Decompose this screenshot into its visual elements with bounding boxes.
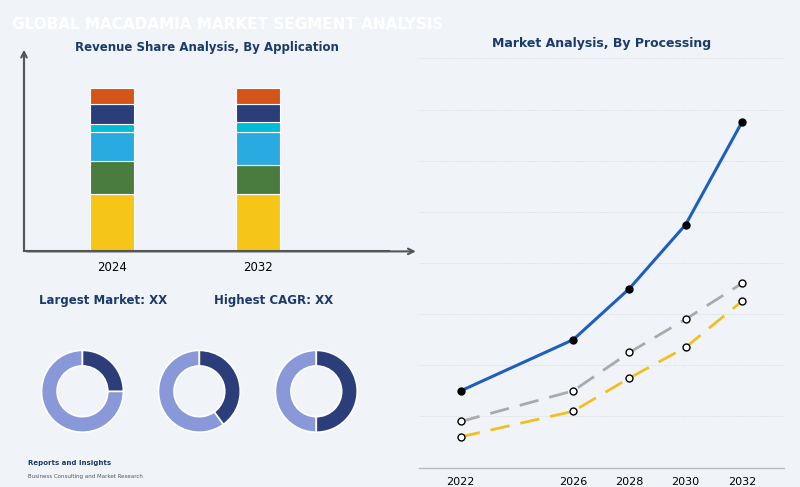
Bar bbox=[236, 165, 280, 194]
Bar bbox=[90, 88, 134, 104]
Text: Reports and Insights: Reports and Insights bbox=[28, 460, 110, 466]
Text: Highest CAGR: XX: Highest CAGR: XX bbox=[214, 294, 333, 307]
Bar bbox=[236, 104, 280, 122]
Bar bbox=[90, 162, 134, 194]
Bar bbox=[236, 132, 280, 165]
Title: Market Analysis, By Processing: Market Analysis, By Processing bbox=[492, 37, 711, 50]
Text: Business Consulting and Market Research: Business Consulting and Market Research bbox=[28, 474, 142, 479]
Text: Largest Market: XX: Largest Market: XX bbox=[38, 294, 166, 307]
Bar bbox=[236, 122, 280, 132]
Bar bbox=[90, 132, 134, 162]
Bar bbox=[90, 194, 134, 251]
Bar bbox=[236, 88, 280, 104]
Title: Revenue Share Analysis, By Application: Revenue Share Analysis, By Application bbox=[74, 41, 338, 55]
Bar bbox=[90, 104, 134, 124]
Text: GLOBAL MACADAMIA MARKET SEGMENT ANALYSIS: GLOBAL MACADAMIA MARKET SEGMENT ANALYSIS bbox=[12, 17, 443, 32]
Bar bbox=[90, 124, 134, 132]
Bar bbox=[236, 194, 280, 251]
